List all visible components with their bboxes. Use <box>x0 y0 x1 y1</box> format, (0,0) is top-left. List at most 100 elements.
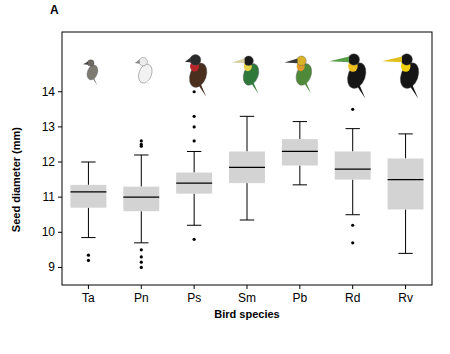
bird-body <box>397 60 422 91</box>
y-tick-label: 13 <box>42 120 56 134</box>
median <box>70 191 106 192</box>
box <box>335 151 371 179</box>
outlier <box>193 139 196 142</box>
bird-body <box>186 61 210 90</box>
x-axis-title: Bird species <box>214 308 279 320</box>
whisker-cap-lower <box>293 184 307 185</box>
bird-tail <box>305 82 311 93</box>
bird-body <box>344 60 369 91</box>
x-tick-label: Rd <box>345 291 360 305</box>
bird-icon <box>232 56 262 94</box>
whisker-cap-lower <box>398 253 412 254</box>
bird-tail <box>146 81 152 91</box>
box <box>176 173 212 194</box>
outlier <box>140 248 143 251</box>
whisker-cap-upper <box>240 116 254 117</box>
whisker-lower <box>405 209 406 253</box>
bird-icon <box>83 60 100 86</box>
x-tick-label: Sm <box>238 291 256 305</box>
whisker-cap-upper <box>293 121 307 122</box>
y-tick <box>58 232 62 233</box>
x-tick-label: Ps <box>187 291 201 305</box>
whisker-cap-upper <box>81 162 95 163</box>
x-tick-label: Ta <box>82 291 95 305</box>
box-group <box>70 162 106 262</box>
bird-body <box>240 61 261 87</box>
x-tick-label: Rv <box>398 291 413 305</box>
median <box>388 179 424 180</box>
whisker-upper <box>405 134 406 159</box>
box-group <box>176 90 212 241</box>
bird-bill <box>284 58 297 63</box>
boxes <box>70 90 423 269</box>
outlier <box>140 139 143 142</box>
y-tick-label: 9 <box>48 260 55 274</box>
whisker-cap-upper <box>134 154 148 155</box>
bird-tail <box>411 85 419 98</box>
whisker-cap-upper <box>187 151 201 152</box>
y-tick-label: 11 <box>43 190 56 204</box>
whisker-lower <box>194 194 195 226</box>
box-group <box>282 122 318 185</box>
outlier <box>140 261 143 264</box>
bird-icon <box>382 54 422 99</box>
outlier <box>193 238 196 241</box>
bird-tail <box>358 85 366 98</box>
bird-head <box>87 60 94 67</box>
outlier <box>140 145 143 148</box>
whisker-lower <box>299 166 300 185</box>
outlier <box>193 125 196 128</box>
y-tick <box>58 126 62 127</box>
x-tick-label: Pb <box>293 291 308 305</box>
bird-icon <box>329 54 369 99</box>
y-tick <box>58 91 62 92</box>
whisker-lower <box>141 211 142 243</box>
whisker-upper <box>141 155 142 187</box>
bird-icon <box>185 55 210 97</box>
outlier <box>87 259 90 262</box>
y-tick-label: 10 <box>42 225 56 239</box>
x-tick <box>247 285 248 289</box>
outlier <box>351 108 354 111</box>
box-group <box>123 139 159 269</box>
whisker-upper <box>194 151 195 172</box>
x-tick <box>141 285 142 289</box>
bird-bill <box>135 60 140 64</box>
bird-body <box>293 61 314 87</box>
x-tick <box>88 285 89 289</box>
median <box>282 151 318 152</box>
bird-head <box>401 54 412 65</box>
box <box>282 139 318 165</box>
bird-bill <box>83 61 88 64</box>
whisker-lower <box>88 208 89 238</box>
outlier <box>140 266 143 269</box>
bird-head <box>348 54 359 65</box>
box <box>229 151 265 183</box>
whisker-cap-upper <box>346 128 360 129</box>
box <box>388 159 424 210</box>
outlier <box>193 115 196 118</box>
bird-tail <box>199 84 206 97</box>
bird-tail <box>252 82 258 93</box>
outlier <box>351 241 354 244</box>
whisker-upper <box>247 116 248 151</box>
x-tick <box>352 285 353 289</box>
whisker-upper <box>88 162 89 185</box>
median <box>335 168 371 169</box>
whisker-cap-lower <box>240 219 254 220</box>
bird-tail <box>93 78 97 86</box>
median <box>229 167 265 168</box>
bird-body <box>136 62 155 85</box>
whisker-upper <box>352 129 353 152</box>
bird-body <box>85 63 100 81</box>
y-tick-label: 14 <box>42 85 56 99</box>
y-tick <box>58 197 62 198</box>
bird-head <box>244 56 254 66</box>
whisker-lower <box>352 180 353 215</box>
whisker-cap-lower <box>346 214 360 215</box>
y-tick <box>58 267 62 268</box>
box-group <box>388 134 424 253</box>
outlier <box>140 255 143 258</box>
box <box>123 187 159 212</box>
whisker-cap-lower <box>187 225 201 226</box>
